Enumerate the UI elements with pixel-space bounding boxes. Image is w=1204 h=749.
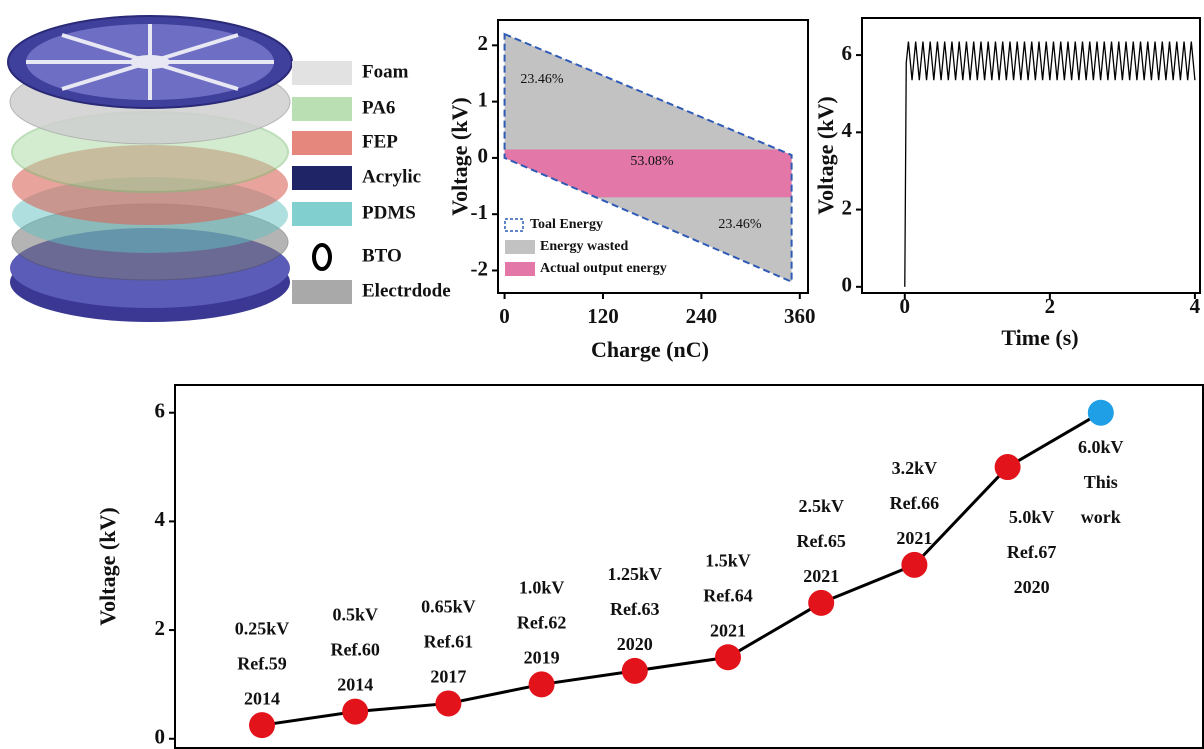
data-point xyxy=(435,690,462,717)
y-axis-title: Voltage (kV) xyxy=(813,96,838,214)
data-point xyxy=(808,589,835,616)
legend-label: Acrylic xyxy=(362,166,421,187)
legend-label: Toal Energy xyxy=(530,217,603,232)
x-tick-label: 240 xyxy=(686,304,718,328)
legend-label: Actual output energy xyxy=(540,261,667,276)
point-label: This xyxy=(1084,472,1118,492)
y-tick-label: 1 xyxy=(478,87,489,111)
point-label: Ref.64 xyxy=(703,585,752,605)
legend-swatch xyxy=(505,262,535,276)
x-tick-label: 2 xyxy=(1045,294,1056,318)
point-label: Ref.67 xyxy=(1007,542,1056,562)
y-tick-label: 2 xyxy=(842,195,853,219)
annotation: 23.46% xyxy=(520,72,564,87)
legend-label: Energy wasted xyxy=(540,239,628,254)
legend-swatch xyxy=(504,218,524,232)
data-point xyxy=(901,551,928,578)
point-label: Ref.62 xyxy=(517,613,566,633)
legend-label: FEP xyxy=(362,131,398,152)
y-tick-label: 6 xyxy=(842,41,853,65)
data-point xyxy=(621,657,648,684)
x-tick-label: 120 xyxy=(587,304,619,328)
data-label: 0.25kV xyxy=(235,618,290,638)
y-tick-label: 0 xyxy=(155,725,166,749)
point-label: Ref.59 xyxy=(237,653,286,673)
plot-frame xyxy=(497,19,809,294)
data-label: 1.25kV xyxy=(608,564,663,584)
data-line xyxy=(904,41,1196,287)
y-tick-label: 2 xyxy=(478,31,489,55)
legend-swatch xyxy=(292,166,352,190)
point-label: 2014 xyxy=(337,675,373,695)
data-point xyxy=(715,644,741,671)
plot-frame xyxy=(861,17,1201,294)
y-tick-label: 4 xyxy=(155,507,166,531)
y-tick-label: -2 xyxy=(471,256,489,280)
x-tick-label: 360 xyxy=(784,304,816,328)
legend-swatch xyxy=(292,61,352,85)
legend-swatch xyxy=(292,97,352,121)
point-label: Ref.66 xyxy=(890,493,939,513)
data-label: 3.2kV xyxy=(892,458,938,478)
y-tick-label: 6 xyxy=(155,399,166,423)
device-diagram xyxy=(7,15,293,322)
point-label: Ref.61 xyxy=(424,632,473,652)
y-tick-label: -1 xyxy=(471,200,489,224)
legend-swatch xyxy=(292,202,352,226)
x-axis-title: Time (s) xyxy=(1001,325,1078,350)
legend-swatch xyxy=(292,131,352,155)
data-point xyxy=(249,712,275,739)
data-label: 1.0kV xyxy=(519,578,565,598)
point-label: Ref.60 xyxy=(330,640,379,660)
point-label: 2019 xyxy=(524,648,560,668)
y-tick-label: 2 xyxy=(155,616,166,640)
data-label: 0.5kV xyxy=(332,605,378,625)
x-tick-label: 4 xyxy=(1190,294,1201,318)
x-tick-label: 0 xyxy=(499,304,510,328)
point-label: 2020 xyxy=(617,634,653,654)
data-point xyxy=(528,671,555,698)
y-tick-label: 4 xyxy=(842,118,853,142)
point-label: 2020 xyxy=(1014,577,1050,597)
point-label: work xyxy=(1081,507,1121,527)
legend-label: PDMS xyxy=(362,202,416,223)
annotation: 23.46% xyxy=(718,217,762,232)
legend-swatch xyxy=(292,280,352,304)
annotation: 53.08% xyxy=(630,154,674,169)
plot-frame xyxy=(174,384,1204,749)
data-point xyxy=(1087,399,1114,426)
data-label: 5.0kV xyxy=(1009,507,1055,527)
data-line xyxy=(261,411,1102,727)
legend-swatch xyxy=(505,240,535,254)
data-label: 2.5kV xyxy=(798,496,844,516)
point-label: Ref.65 xyxy=(796,531,845,551)
data-label: 6.0kV xyxy=(1078,437,1124,457)
legend-label: Foam xyxy=(362,61,409,82)
data-point xyxy=(342,698,369,725)
total-energy-outline xyxy=(503,32,793,284)
legend-swatch xyxy=(312,243,332,271)
x-tick-label: 0 xyxy=(900,294,911,318)
y-tick-label: 0 xyxy=(842,273,853,297)
point-label: 2017 xyxy=(430,667,466,687)
data-point xyxy=(994,454,1021,481)
legend-label: PA6 xyxy=(362,97,395,118)
point-label: 2014 xyxy=(244,688,280,708)
point-label: 2021 xyxy=(896,528,932,548)
y-axis-title: Voltage (kV) xyxy=(447,97,472,215)
x-axis-title: Charge (nC) xyxy=(591,337,709,362)
data-label: 0.65kV xyxy=(421,597,476,617)
legend-label: Electrdode xyxy=(362,280,451,301)
point-label: 2021 xyxy=(710,620,746,640)
y-tick-label: 0 xyxy=(478,144,489,168)
point-label: 2021 xyxy=(803,566,839,586)
legend-label: BTO xyxy=(362,245,402,266)
y-axis-title: Voltage (kV) xyxy=(95,507,120,625)
data-label: 1.5kV xyxy=(705,550,751,570)
point-label: Ref.63 xyxy=(610,599,659,619)
